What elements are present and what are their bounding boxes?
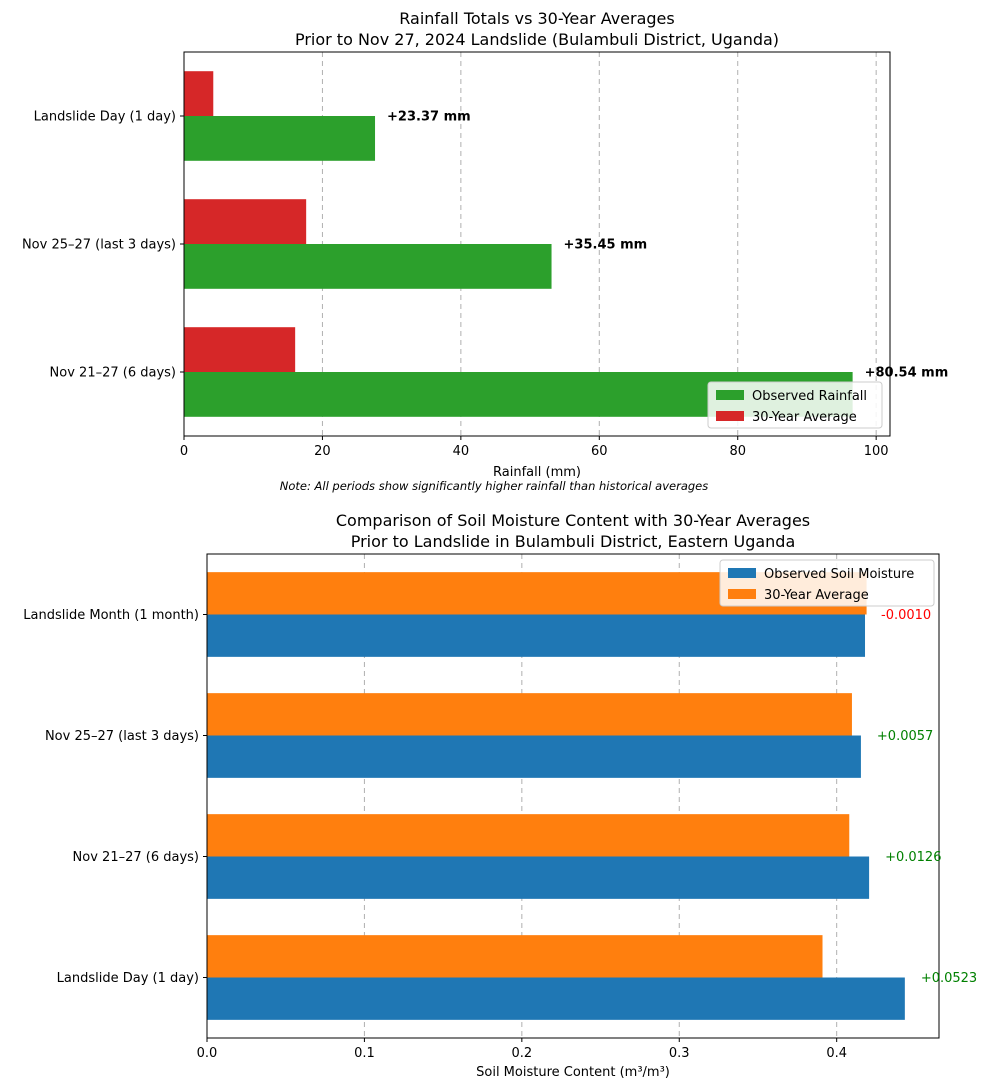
c1-bar-observed <box>184 116 376 161</box>
soil-chart-subtitle: Prior to Landslide in Bulambuli District… <box>351 532 796 551</box>
c1-difference-label: +80.54 mm <box>865 366 949 381</box>
c1-bar-observed <box>184 244 552 289</box>
soil-moisture-chart: Comparison of Soil Moisture Content with… <box>23 511 977 1080</box>
rainfall-chart-title: Rainfall Totals vs 30-Year Averages <box>399 9 674 28</box>
c1-bar-average <box>184 199 307 244</box>
c1-xtick-label: 60 <box>591 444 608 459</box>
rainfall-chart-subtitle: Prior to Nov 27, 2024 Landslide (Bulambu… <box>295 30 779 49</box>
c2-xtick-label: 0.3 <box>669 1046 690 1061</box>
c2-legend-label: 30-Year Average <box>764 588 869 603</box>
rainfall-chart: Rainfall Totals vs 30-Year Averages Prio… <box>22 9 948 493</box>
c2-bar-average <box>207 693 852 736</box>
c1-legend-swatch <box>716 411 744 421</box>
rainfall-note: Note: All periods show significantly hig… <box>280 479 709 493</box>
c1-xtick-label: 100 <box>864 444 889 459</box>
soil-plot-frame <box>206 553 940 1039</box>
c1-legend-box <box>707 381 883 429</box>
c1-ytick-label: Nov 21–27 (6 days) <box>50 366 176 381</box>
c2-bar-average <box>207 814 850 857</box>
rainfall-bars <box>184 71 853 417</box>
c2-difference-label: +0.0523 <box>921 971 977 986</box>
c1-legend-label: 30-Year Average <box>752 410 857 425</box>
soil-ticks: 0.0 0.1 0.2 0.3 0.4 Landslide Day (1 day) Nov … <box>23 608 847 1061</box>
c2-ytick-label: Nov 21–27 (6 days) <box>73 850 199 865</box>
soil-bars <box>207 572 905 1020</box>
c2-bar-average <box>207 935 823 978</box>
soil-difference-labels: +0.0523 +0.0126 +0.0057 -0.0010 <box>877 608 977 986</box>
c2-difference-label: +0.0126 <box>885 850 941 865</box>
c2-legend-swatch <box>728 568 756 578</box>
c2-xtick-label: 0.2 <box>511 1046 532 1061</box>
c2-legend-swatch <box>728 589 756 599</box>
c2-difference-label: +0.0057 <box>877 729 933 744</box>
soil-x-axis-label: Soil Moisture Content (m³/m³) <box>476 1065 670 1080</box>
c2-bar-observed <box>207 614 866 657</box>
c2-xtick-label: 0.0 <box>197 1046 218 1061</box>
c1-legend-swatch <box>716 390 744 400</box>
c2-ytick-label: Landslide Month (1 month) <box>23 608 199 623</box>
rainfall-difference-labels: +80.54 mm +35.45 mm +23.37 mm <box>387 110 948 381</box>
c2-bar-observed <box>207 856 870 899</box>
c1-difference-label: +35.45 mm <box>564 238 648 253</box>
rainfall-legend: Observed Rainfall 30-Year Average <box>707 381 883 429</box>
c2-legend-label: Observed Soil Moisture <box>764 567 914 582</box>
c1-ytick-label: Landslide Day (1 day) <box>34 110 176 125</box>
c2-ytick-label: Landslide Day (1 day) <box>57 971 199 986</box>
c2-difference-label: -0.0010 <box>881 608 931 623</box>
c2-bar-observed <box>207 977 905 1020</box>
c1-legend-label: Observed Rainfall <box>752 389 867 404</box>
c2-bar-observed <box>207 735 861 778</box>
c2-xtick-label: 0.4 <box>826 1046 847 1061</box>
soil-chart-title: Comparison of Soil Moisture Content with… <box>336 511 810 530</box>
c2-xtick-label: 0.1 <box>354 1046 375 1061</box>
c1-bar-average <box>184 327 296 372</box>
c1-ytick-label: Nov 25–27 (last 3 days) <box>22 238 176 253</box>
c1-xtick-label: 80 <box>729 444 746 459</box>
c1-xtick-label: 40 <box>453 444 470 459</box>
rainfall-x-axis-label: Rainfall (mm) <box>493 465 581 480</box>
soil-legend: Observed Soil Moisture 30-Year Average <box>719 559 935 607</box>
c1-bar-average <box>184 71 214 116</box>
c2-ytick-label: Nov 25–27 (last 3 days) <box>45 729 199 744</box>
rainfall-ticks: 0 20 40 60 80 100 Nov 21–27 (6 days) Nov 25–27 … <box>22 110 889 460</box>
c1-xtick-label: 20 <box>314 444 331 459</box>
c2-legend-box <box>719 559 935 607</box>
c1-difference-label: +23.37 mm <box>387 110 471 125</box>
c1-xtick-label: 0 <box>180 444 188 459</box>
